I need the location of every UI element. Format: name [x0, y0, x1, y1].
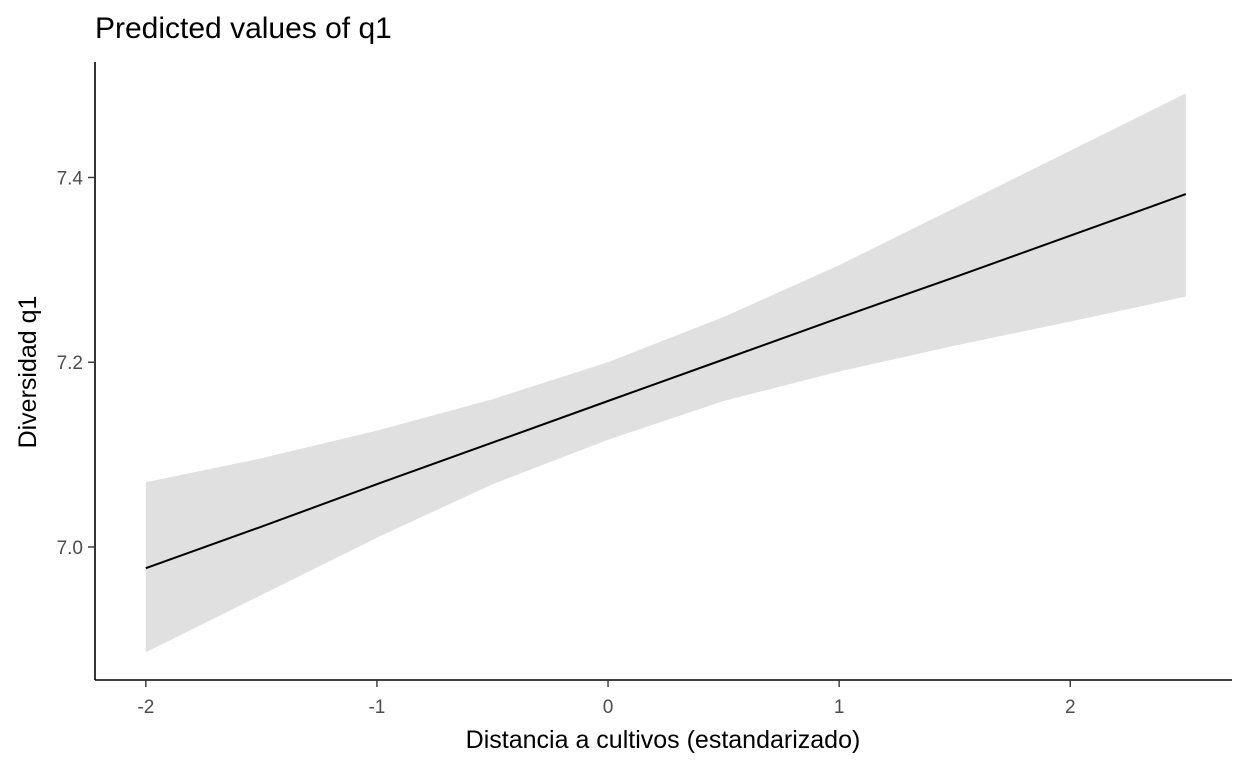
- prediction-line-layer: [145, 193, 1187, 570]
- x-tick-label: 0: [603, 697, 614, 718]
- prediction-line: [145, 193, 1187, 570]
- x-tick-label: 1: [834, 697, 845, 718]
- x-axis-title: Distancia a cultivos (estandarizado): [466, 726, 861, 754]
- x-axis-ticks: -2 -1 0 1 2: [137, 680, 1076, 718]
- y-tick-label: 7.0: [57, 538, 83, 559]
- confidence-band: [145, 93, 1186, 653]
- y-tick-label: 7.2: [57, 353, 83, 374]
- x-tick-label: -2: [137, 697, 154, 718]
- x-tick-label: -1: [368, 697, 385, 718]
- y-axis-title: Diversidad q1: [14, 296, 42, 449]
- confidence-band-layer: [145, 93, 1186, 653]
- y-axis-ticks: 7.0 7.2 7.4: [57, 168, 95, 559]
- y-tick-label: 7.4: [57, 168, 84, 189]
- x-tick-label: 2: [1065, 697, 1076, 718]
- chart-title: Predicted values of q1: [95, 12, 392, 45]
